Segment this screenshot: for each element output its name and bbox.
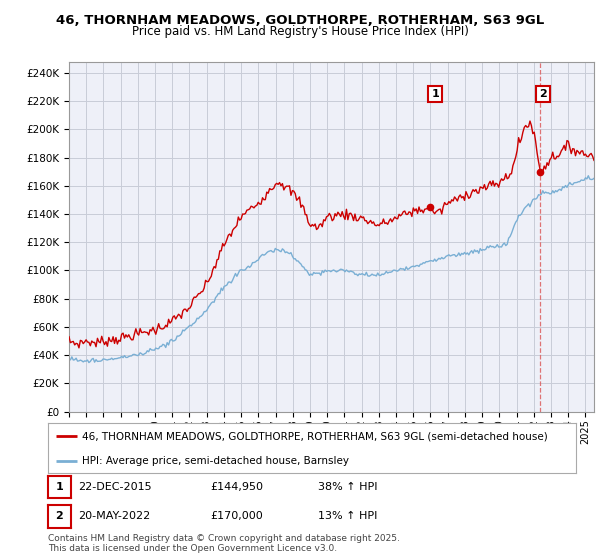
Text: 13% ↑ HPI: 13% ↑ HPI: [318, 511, 377, 521]
Text: 46, THORNHAM MEADOWS, GOLDTHORPE, ROTHERHAM, S63 9GL (semi-detached house): 46, THORNHAM MEADOWS, GOLDTHORPE, ROTHER…: [82, 431, 548, 441]
Text: Contains HM Land Registry data © Crown copyright and database right 2025.
This d: Contains HM Land Registry data © Crown c…: [48, 534, 400, 553]
Text: 1: 1: [431, 89, 439, 99]
Text: 46, THORNHAM MEADOWS, GOLDTHORPE, ROTHERHAM, S63 9GL: 46, THORNHAM MEADOWS, GOLDTHORPE, ROTHER…: [56, 14, 544, 27]
Text: 20-MAY-2022: 20-MAY-2022: [78, 511, 150, 521]
Text: 2: 2: [539, 89, 547, 99]
Text: 22-DEC-2015: 22-DEC-2015: [78, 482, 152, 492]
Text: HPI: Average price, semi-detached house, Barnsley: HPI: Average price, semi-detached house,…: [82, 456, 349, 465]
Text: 38% ↑ HPI: 38% ↑ HPI: [318, 482, 377, 492]
Text: 2: 2: [56, 511, 63, 521]
Text: 1: 1: [56, 482, 63, 492]
Text: Price paid vs. HM Land Registry's House Price Index (HPI): Price paid vs. HM Land Registry's House …: [131, 25, 469, 38]
Text: £144,950: £144,950: [210, 482, 263, 492]
Text: £170,000: £170,000: [210, 511, 263, 521]
